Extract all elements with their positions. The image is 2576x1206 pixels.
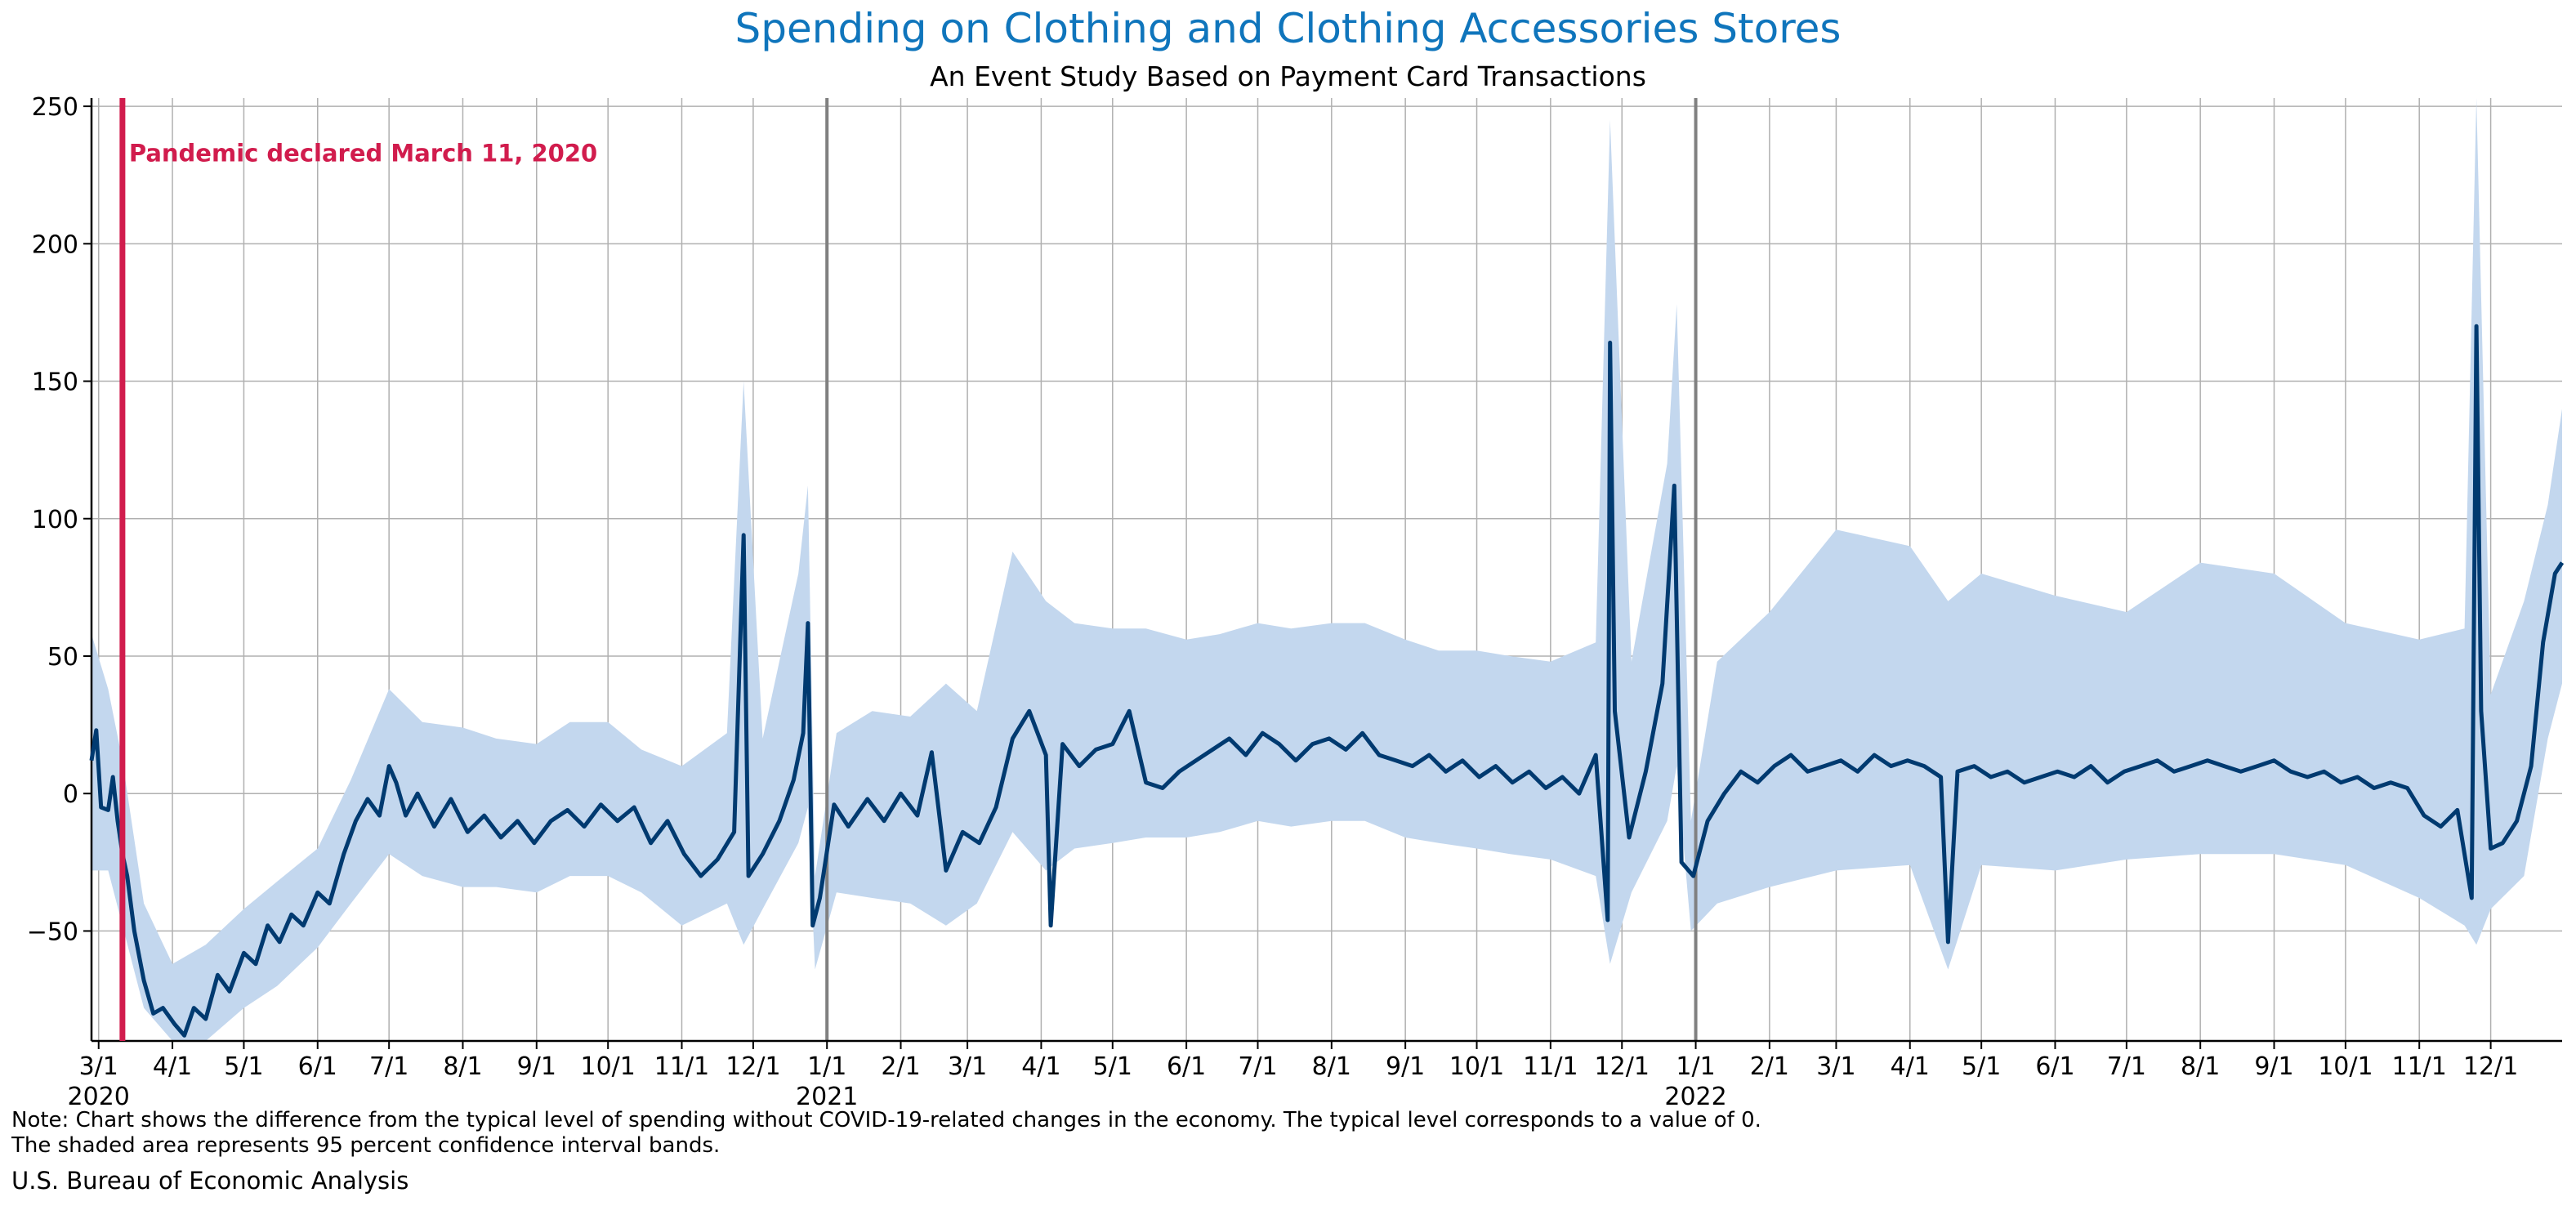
y-tick-label-0: 250	[32, 93, 78, 122]
x-tick-label-12: 3/1	[948, 1052, 987, 1081]
x-tick-label-13: 4/1	[1021, 1052, 1060, 1081]
x-tick-label-24: 3/1	[1816, 1052, 1855, 1081]
x-tick-label-11: 2/1	[881, 1052, 920, 1081]
x-tick-label-4: 7/1	[369, 1052, 408, 1081]
x-year-label-2021: 2021	[796, 1083, 858, 1111]
note-line-2: The shaded area represents 95 percent co…	[11, 1133, 721, 1158]
x-tick-label-10: 1/1	[807, 1052, 846, 1081]
pandemic-label: Pandemic declared March 11, 2020	[129, 139, 597, 167]
x-tick-label-31: 10/1	[2318, 1052, 2373, 1081]
chart-note: Note: Chart shows the difference from th…	[11, 1108, 1761, 1159]
x-tick-label-8: 11/1	[654, 1052, 709, 1081]
note-line-1: Note: Chart shows the difference from th…	[11, 1108, 1761, 1132]
x-tick-label-16: 7/1	[1238, 1052, 1277, 1081]
x-year-label-2020: 2020	[68, 1083, 130, 1111]
x-tick-label-28: 7/1	[2107, 1052, 2146, 1081]
y-tick-label-2: 150	[32, 368, 78, 397]
confidence-band	[92, 98, 2562, 1041]
x-tick-label-3: 6/1	[298, 1052, 337, 1081]
x-tick-label-27: 6/1	[2035, 1052, 2074, 1081]
chart-subtitle: An Event Study Based on Payment Card Tra…	[930, 60, 1646, 92]
y-tick-label-1: 200	[32, 230, 78, 259]
x-tick-label-0: 3/1	[79, 1052, 118, 1081]
x-tick-label-25: 4/1	[1891, 1052, 1930, 1081]
y-tick-label-6: −50	[27, 918, 78, 946]
x-tick-label-20: 11/1	[1523, 1052, 1578, 1081]
x-tick-label-15: 6/1	[1167, 1052, 1206, 1081]
x-tick-label-6: 9/1	[517, 1052, 556, 1081]
source-credit: U.S. Bureau of Economic Analysis	[11, 1167, 409, 1195]
x-tick-label-29: 8/1	[2181, 1052, 2220, 1081]
spending-line	[89, 324, 2565, 1038]
x-tick-label-33: 12/1	[2463, 1052, 2518, 1081]
x-tick-label-22: 1/1	[1676, 1052, 1715, 1081]
x-tick-label-32: 11/1	[2392, 1052, 2447, 1081]
x-year-label-2022: 2022	[1664, 1083, 1726, 1111]
y-tick-label-5: 0	[63, 780, 78, 809]
x-tick-label-19: 10/1	[1449, 1052, 1504, 1081]
x-tick-label-7: 10/1	[580, 1052, 635, 1081]
x-tick-label-2: 5/1	[224, 1052, 263, 1081]
x-tick-label-9: 12/1	[725, 1052, 780, 1081]
chart-title: Spending on Clothing and Clothing Access…	[734, 5, 1842, 52]
y-tick-label-3: 100	[32, 506, 78, 534]
x-tick-label-1: 4/1	[153, 1052, 192, 1081]
x-tick-label-23: 2/1	[1750, 1052, 1789, 1081]
x-tick-label-5: 8/1	[443, 1052, 482, 1081]
x-tick-label-30: 9/1	[2254, 1052, 2293, 1081]
x-tick-label-21: 12/1	[1595, 1052, 1650, 1081]
x-tick-label-18: 9/1	[1386, 1052, 1425, 1081]
y-tick-label-4: 50	[47, 643, 78, 672]
x-tick-label-17: 8/1	[1312, 1052, 1351, 1081]
x-tick-label-26: 5/1	[1962, 1052, 2001, 1081]
x-tick-label-14: 5/1	[1093, 1052, 1132, 1081]
